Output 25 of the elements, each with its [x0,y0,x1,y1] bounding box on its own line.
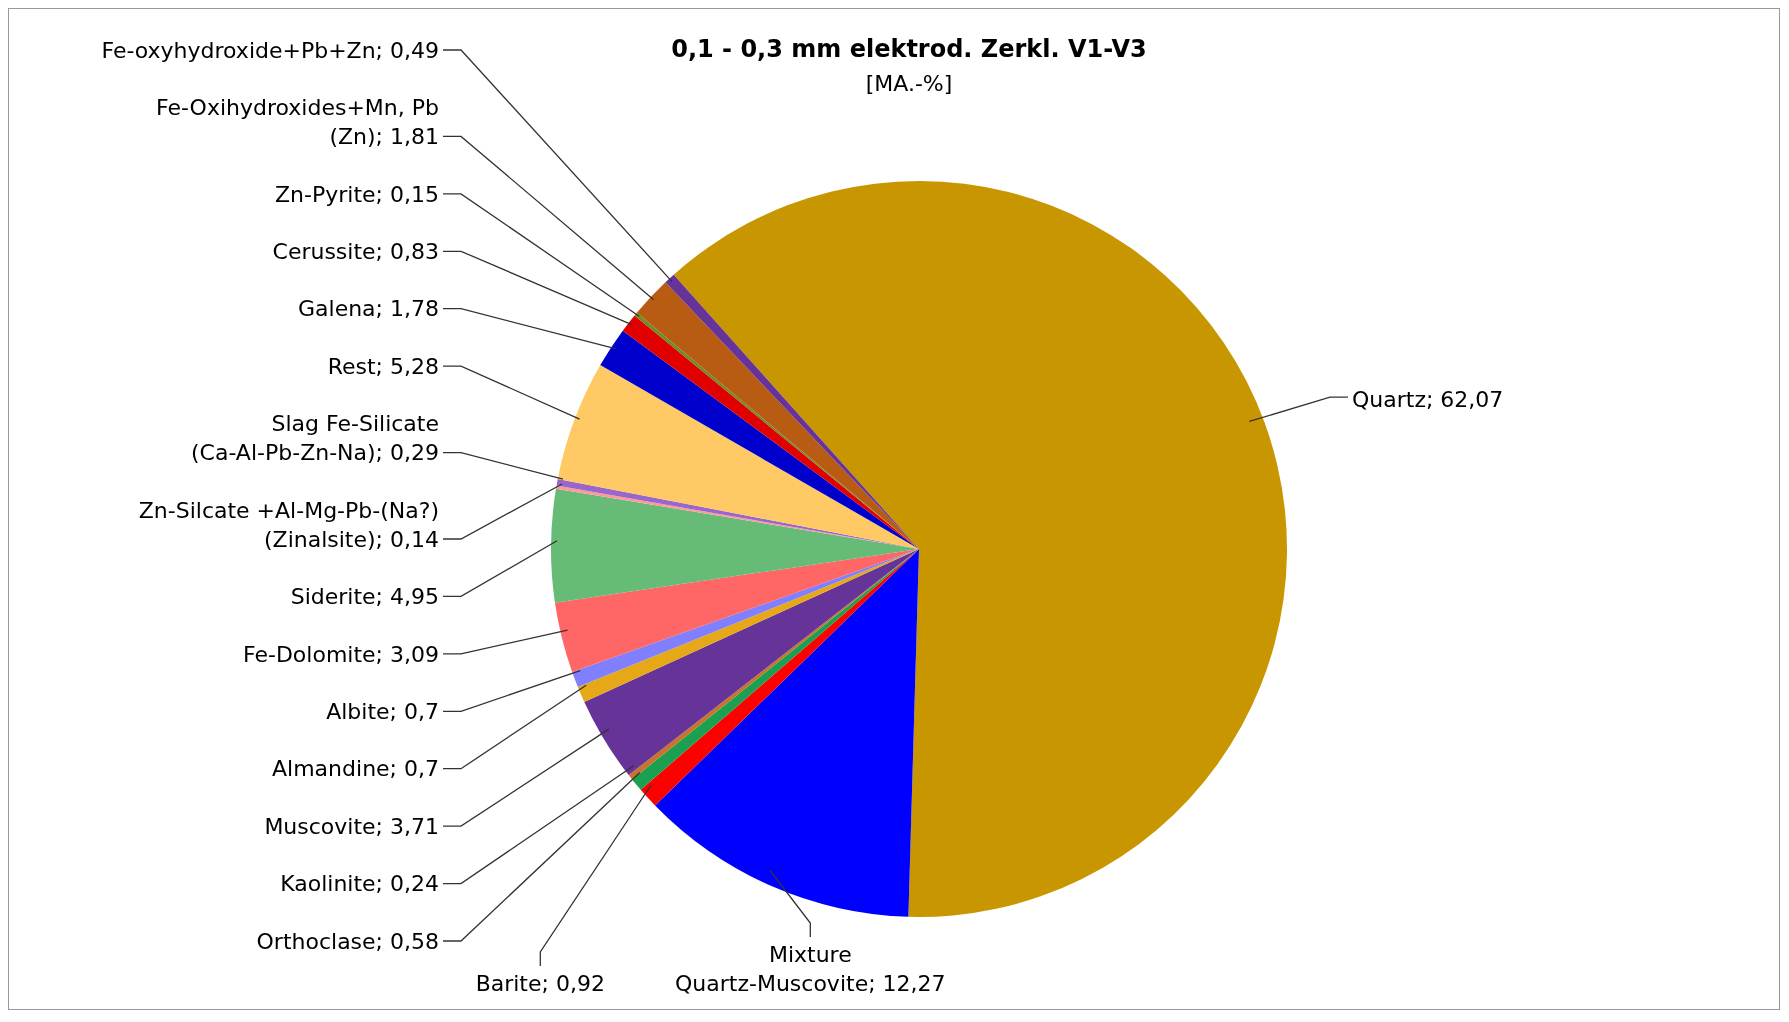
slice-label: Rest; 5,28 [327,353,439,379]
slice-label: Cerussite; 0,83 [272,238,439,264]
slice-label: Fe-Oxihydroxides+Mn, Pb (Zn); 1,81 [156,95,439,150]
slice-label: Albite; 0,7 [326,698,439,724]
slice-label: Fe-oxyhydroxide+Pb+Zn; 0,49 [101,37,439,63]
chart-title: 0,1 - 0,3 mm elektrod. Zerkl. V1-V3 [671,35,1147,63]
slice-label: Quartz; 62,07 [1352,387,1504,413]
pie-slice [557,365,919,549]
slice-label: Galena; 1,78 [298,296,439,322]
pie-slice [673,181,1287,917]
slice-label: Mixture Quartz-Muscovite; 12,27 [675,941,946,996]
slice-label: Fe-Dolomite; 3,09 [243,641,439,667]
slice-label: Kaolinite; 0,24 [280,871,439,897]
slice-label: Muscovite; 3,71 [264,813,439,839]
slice-label: Barite; 0,92 [475,970,605,996]
slice-label: Zn-Pyrite; 0,15 [275,181,439,207]
pie-slice [655,549,919,917]
slice-label: Almandine; 0,7 [272,756,439,782]
slice-label: Slag Fe-Silicate (Ca-Al-Pb-Zn-Na); 0,29 [190,411,439,466]
slice-label: Zn-Silcate +Al-Mg-Pb-(Na?) (Zinalsite); 0,14 [138,497,439,552]
slice-label: Orthoclase; 0,58 [256,928,439,954]
pie-slice [551,488,919,603]
slice-label: Siderite; 4,95 [290,584,439,610]
text: [MA.-%] [865,71,953,96]
pie-slice [554,549,919,672]
